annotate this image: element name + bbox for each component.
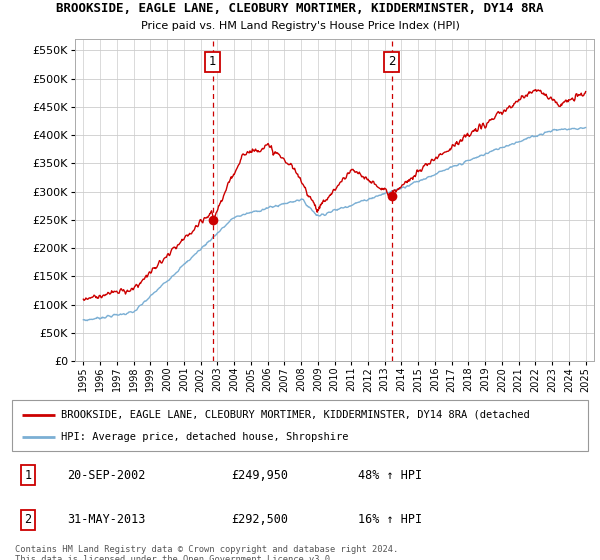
Text: HPI: Average price, detached house, Shropshire: HPI: Average price, detached house, Shro… [61,432,349,442]
Text: £249,950: £249,950 [231,469,288,482]
Text: 31-MAY-2013: 31-MAY-2013 [67,514,145,526]
Text: BROOKSIDE, EAGLE LANE, CLEOBURY MORTIMER, KIDDERMINSTER, DY14 8RA (detached: BROOKSIDE, EAGLE LANE, CLEOBURY MORTIMER… [61,409,530,419]
Text: 2: 2 [388,55,395,68]
Text: Price paid vs. HM Land Registry's House Price Index (HPI): Price paid vs. HM Land Registry's House … [140,21,460,31]
Text: 2: 2 [25,514,32,526]
Text: 48% ↑ HPI: 48% ↑ HPI [358,469,422,482]
Text: 20-SEP-2002: 20-SEP-2002 [67,469,145,482]
Text: 1: 1 [25,469,32,482]
Text: £292,500: £292,500 [231,514,288,526]
Text: 16% ↑ HPI: 16% ↑ HPI [358,514,422,526]
Text: Contains HM Land Registry data © Crown copyright and database right 2024.
This d: Contains HM Land Registry data © Crown c… [15,545,398,560]
Text: BROOKSIDE, EAGLE LANE, CLEOBURY MORTIMER, KIDDERMINSTER, DY14 8RA: BROOKSIDE, EAGLE LANE, CLEOBURY MORTIMER… [56,2,544,15]
Text: 1: 1 [209,55,217,68]
